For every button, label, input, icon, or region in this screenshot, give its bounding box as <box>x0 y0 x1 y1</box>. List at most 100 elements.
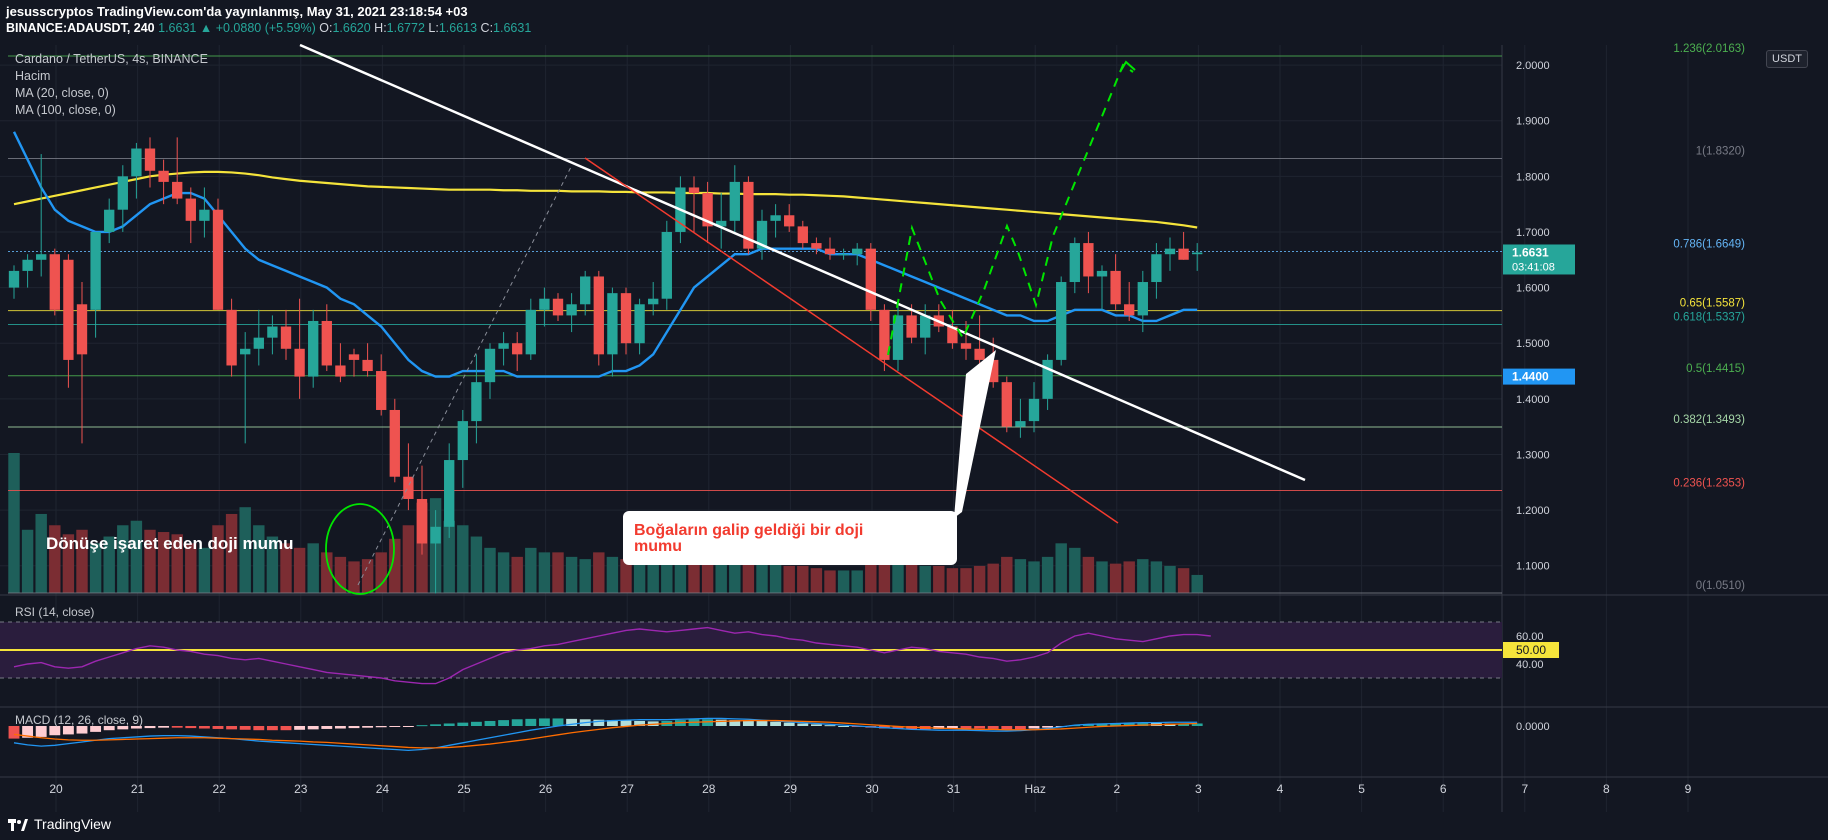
volume-bar <box>266 536 279 593</box>
macd-histogram-bar <box>702 719 714 726</box>
macd-histogram-bar <box>49 726 61 736</box>
volume-bar <box>239 507 251 593</box>
candle-body <box>267 326 278 338</box>
volume-bar <box>402 525 415 593</box>
volume-bar <box>307 543 319 593</box>
macd-histogram-bar <box>470 721 482 726</box>
macd-histogram-bar <box>498 720 510 726</box>
legend-ma20[interactable]: MA (20, close, 0) <box>15 86 109 100</box>
fib-level-label: 0.786(1.6649) <box>1673 238 1745 250</box>
macd-histogram-bar <box>117 726 129 730</box>
legend-ma100[interactable]: MA (100, close, 0) <box>15 103 116 117</box>
candle-body <box>811 243 822 249</box>
x-tick-label: 21 <box>131 782 145 796</box>
candle-body <box>1151 254 1162 283</box>
volume-bar <box>457 525 469 593</box>
candle-body <box>756 220 768 249</box>
volume-bar <box>593 552 605 593</box>
macd-histogram-bar <box>1082 724 1094 726</box>
volume-bar <box>987 563 999 593</box>
x-tick-label: 25 <box>457 782 471 796</box>
macd-histogram-bar <box>634 720 646 726</box>
macd-histogram-bar <box>729 720 741 726</box>
price-tag <box>1503 368 1575 385</box>
candle-body <box>920 315 931 338</box>
tradingview-brand[interactable]: TradingView <box>8 816 111 832</box>
fib-level-label: 0.236(1.2353) <box>1673 477 1745 489</box>
callout-bubble <box>623 511 957 565</box>
y-tick-label: 1.8000 <box>1516 171 1550 183</box>
macd-histogram-bar <box>280 726 292 731</box>
candle-body <box>1164 248 1176 255</box>
callout-text: Boğaların galip geldiği bir doji mumu <box>634 522 863 555</box>
candle-body <box>158 170 169 182</box>
candle-body <box>797 226 808 244</box>
volume-bar <box>49 525 61 593</box>
candle-body <box>63 259 74 360</box>
volume-bar <box>1001 556 1013 593</box>
macd-histogram-bar <box>1137 722 1149 726</box>
candle-body <box>1069 243 1080 283</box>
candle-body <box>212 209 224 310</box>
symbol-name[interactable]: BINANCE:ADAUSDT, 240 <box>6 21 155 35</box>
candle-body <box>362 359 373 372</box>
macd-histogram-bar <box>62 726 74 735</box>
macd-histogram-bar <box>525 718 537 726</box>
legend-volume[interactable]: Hacim <box>15 69 51 83</box>
candle-body <box>76 304 88 355</box>
candle-body <box>498 343 509 349</box>
candle-body <box>240 348 251 355</box>
volume-bar <box>1014 559 1027 593</box>
macd-histogram-bar <box>783 722 795 726</box>
candle-body <box>104 209 115 232</box>
legend-title[interactable]: Cardano / TetherUS, 4s, BINANCE <box>15 52 208 66</box>
price-tag-text: 1.6631 <box>1512 245 1549 259</box>
volume-bar <box>1096 561 1108 593</box>
doji-highlight-circle <box>325 503 395 595</box>
volume-bar <box>225 513 238 593</box>
macd-histogram-bar <box>348 726 360 729</box>
macd-histogram-bar <box>1014 726 1026 730</box>
volume-bar <box>552 552 564 593</box>
macd-histogram-bar <box>375 726 387 728</box>
x-tick-label: 7 <box>1521 782 1528 796</box>
macd-histogram-bar <box>130 726 142 729</box>
candle-body <box>226 309 237 366</box>
macd-histogram-bar <box>198 726 210 729</box>
open-value: 1.6620 <box>332 21 371 35</box>
candle-body <box>1124 304 1135 316</box>
volume-bar <box>905 561 918 593</box>
macd-histogram-bar <box>1028 726 1040 729</box>
low-value: 1.6613 <box>438 21 478 35</box>
x-tick-label: 30 <box>865 782 879 796</box>
candle-body <box>838 254 849 256</box>
candle-body <box>525 309 536 355</box>
candle-body <box>552 298 564 316</box>
candle-body <box>1178 248 1189 260</box>
x-tick-label: 4 <box>1277 782 1284 796</box>
candle-body <box>457 421 468 461</box>
y-tick-label: 1.3000 <box>1516 449 1550 461</box>
macd-histogram-bar <box>158 726 170 728</box>
macd-histogram-bar <box>171 726 183 728</box>
candle-body <box>144 148 156 171</box>
volume-bar <box>824 570 836 593</box>
volume-bar <box>280 543 292 593</box>
candle-body <box>620 293 632 344</box>
volume-bar <box>511 556 523 593</box>
candle-body <box>702 193 713 227</box>
currency-button[interactable]: USDT <box>1766 50 1808 68</box>
volume-bar <box>674 547 687 593</box>
candle-body <box>444 460 455 527</box>
volume-bar <box>1109 563 1122 593</box>
macd-histogram-bar <box>797 723 809 726</box>
rsi-y-tick-label: 40.00 <box>1516 659 1544 671</box>
volume-bar <box>157 532 170 593</box>
candle-body <box>770 215 781 221</box>
macd-histogram-bar <box>770 721 782 726</box>
volume-bar <box>1191 574 1203 593</box>
close-value: 1.6631 <box>493 21 532 35</box>
macd-histogram-bar <box>253 726 265 731</box>
macd-histogram-bar <box>715 719 727 726</box>
